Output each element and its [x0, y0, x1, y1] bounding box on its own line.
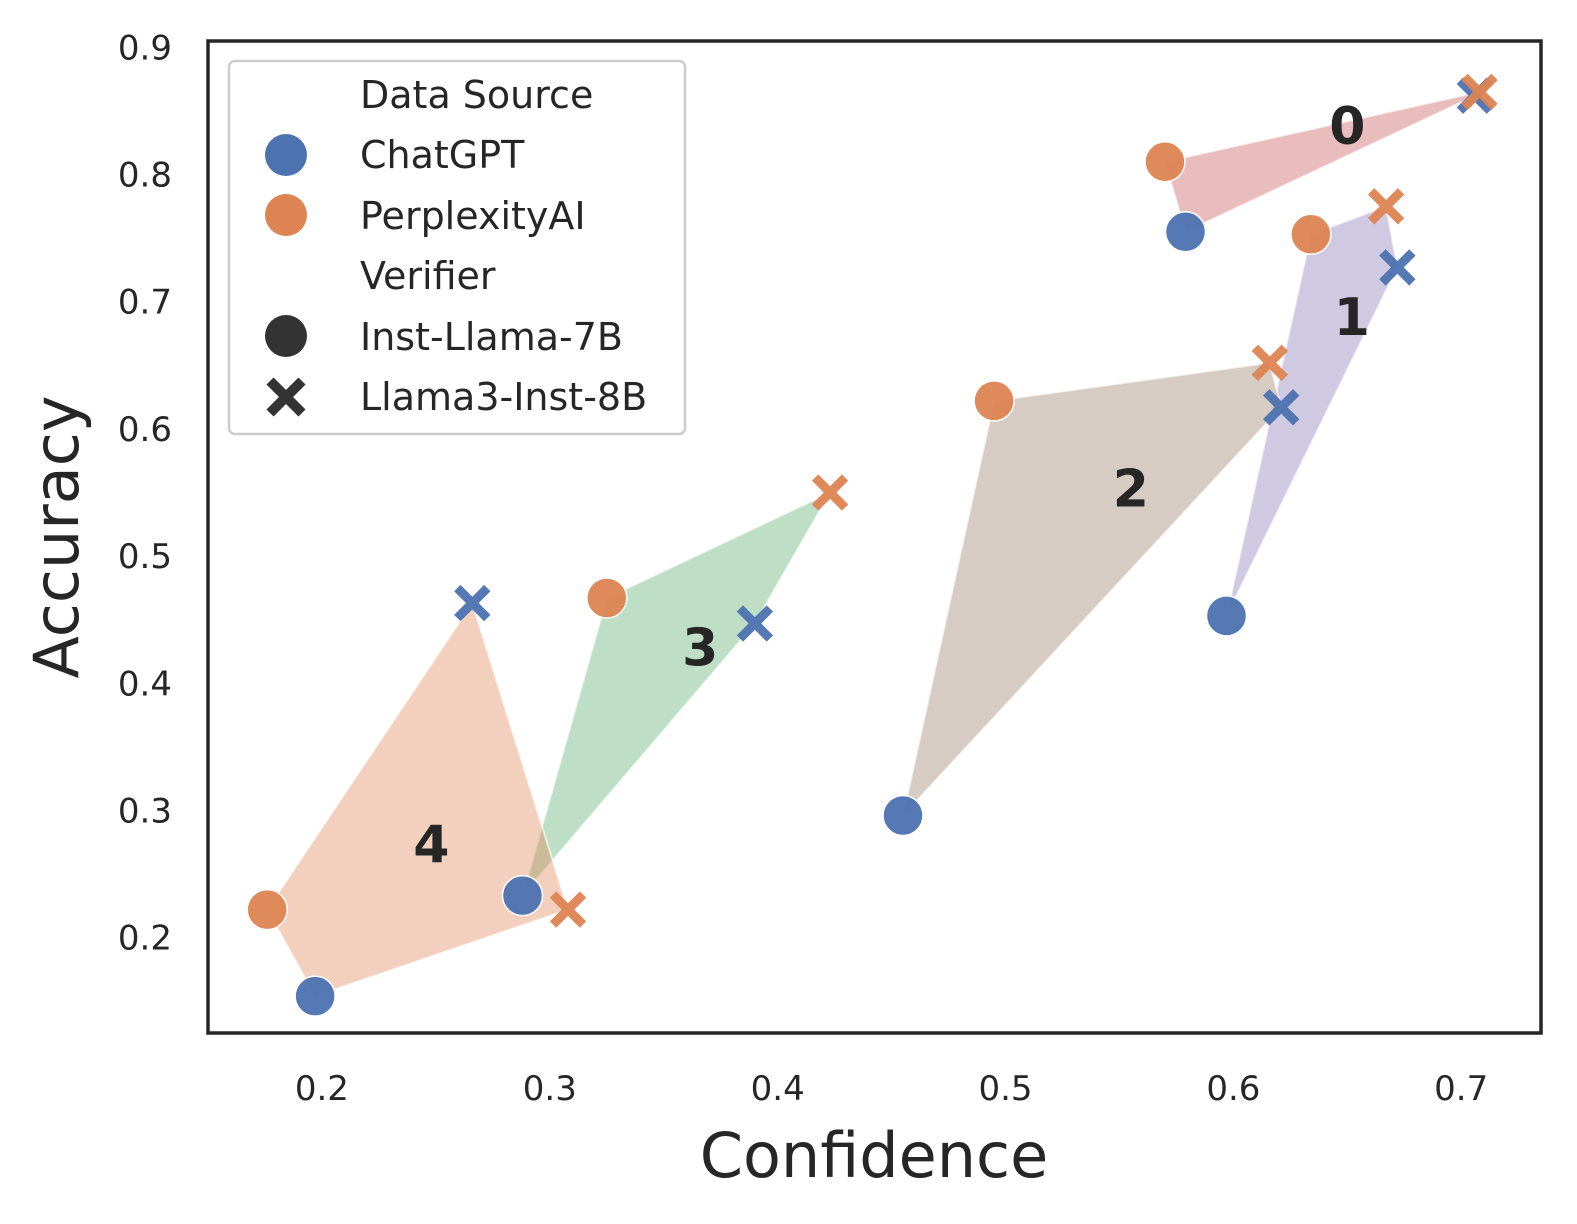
x-tick-label: 0.4 — [751, 1069, 805, 1109]
legend-inst-llama-label: Inst-Llama-7B — [360, 315, 623, 359]
point-cluster-1-perplexityai-llama3-inst-8b — [1367, 188, 1405, 225]
point-cluster-4-perplexityai-llama3-inst-8b — [549, 891, 587, 928]
point-cluster-2-chatgpt-inst-llama-7b — [882, 794, 924, 837]
cluster-4-label: 4 — [413, 816, 449, 876]
legend-perplexityai-label: PerplexityAI — [360, 194, 586, 238]
point-cluster-0-perplexityai-llama3-inst-8b — [1461, 73, 1498, 111]
point-cluster-0-perplexityai-inst-llama-7b — [1144, 141, 1186, 183]
x-tick-label: 0.3 — [523, 1069, 577, 1109]
legend-llama3-marker — [266, 377, 306, 417]
x-axis-title: Confidence — [700, 1119, 1049, 1192]
cluster-1-label: 1 — [1334, 288, 1370, 348]
point-cluster-3-chatgpt-inst-llama-7b — [501, 874, 544, 917]
y-tick-label: 0.9 — [118, 28, 172, 68]
x-tick-label: 0.2 — [295, 1069, 349, 1109]
y-axis-ticks: 0.2 0.3 0.4 0.5 0.6 0.7 0.8 0.9 — [118, 28, 172, 958]
point-cluster-3-perplexityai-llama3-inst-8b — [811, 474, 849, 511]
point-cluster-2-perplexityai-llama3-inst-8b — [1251, 344, 1288, 381]
point-cluster-4-perplexityai-inst-llama-7b — [246, 888, 288, 931]
y-tick-label: 0.8 — [118, 156, 172, 196]
legend-llama3-label: Llama3-Inst-8B — [360, 375, 647, 419]
point-cluster-4-chatgpt-inst-llama-7b — [294, 975, 336, 1017]
point-cluster-2-chatgpt-llama3-inst-8b — [1263, 389, 1300, 426]
point-cluster-3-chatgpt-llama3-inst-8b — [736, 605, 774, 642]
point-cluster-0-chatgpt-inst-llama-7b — [1164, 211, 1207, 253]
y-tick-label: 0.4 — [118, 664, 172, 704]
point-cluster-1-chatgpt-llama3-inst-8b — [1379, 249, 1416, 286]
x-tick-label: 0.7 — [1434, 1069, 1488, 1109]
plot-frame — [206, 39, 1543, 1035]
point-cluster-4-chatgpt-llama3-inst-8b — [454, 584, 491, 622]
legend-chatgpt-label: ChatGPT — [360, 133, 525, 177]
legend-hue-title: Data Source — [360, 73, 593, 117]
cluster-3-hull — [521, 490, 833, 897]
x-axis-ticks: 0.2 0.3 0.4 0.5 0.6 0.7 — [295, 1069, 1488, 1109]
legend-inst-llama-marker — [265, 315, 307, 357]
cluster-0-hull — [1163, 90, 1481, 234]
y-tick-label: 0.2 — [118, 919, 172, 959]
point-cluster-3-perplexityai-inst-llama-7b — [586, 577, 628, 619]
y-tick-label: 0.5 — [118, 537, 172, 577]
y-tick-label: 0.7 — [118, 283, 172, 323]
legend-chatgpt-marker — [265, 134, 307, 176]
y-tick-label: 0.6 — [118, 410, 172, 450]
cluster-3-label: 3 — [682, 619, 718, 679]
x-tick-label: 0.5 — [978, 1069, 1032, 1109]
legend-style-title: Verifier — [360, 254, 496, 298]
point-cluster-1-perplexityai-inst-llama-7b — [1290, 213, 1332, 256]
y-axis-title: Accuracy — [20, 395, 93, 678]
cluster-labels: 0 1 2 3 4 — [413, 97, 1370, 876]
legend-perplexityai-marker — [265, 194, 307, 236]
point-cluster-1-chatgpt-inst-llama-7b — [1205, 595, 1248, 637]
cluster-2-label: 2 — [1113, 460, 1149, 520]
y-tick-label: 0.3 — [118, 791, 172, 831]
legend-box — [227, 59, 687, 436]
point-cluster-2-perplexityai-inst-llama-7b — [973, 380, 1015, 422]
cluster-4-hull — [266, 600, 570, 998]
cluster-0-label: 0 — [1329, 97, 1365, 157]
cluster-2-hull — [901, 361, 1283, 819]
cluster-hulls — [266, 90, 1481, 998]
data-points — [246, 73, 1498, 1017]
x-tick-label: 0.6 — [1206, 1069, 1260, 1109]
legend: Data Source ChatGPT PerplexityAI Verifie… — [227, 59, 687, 436]
